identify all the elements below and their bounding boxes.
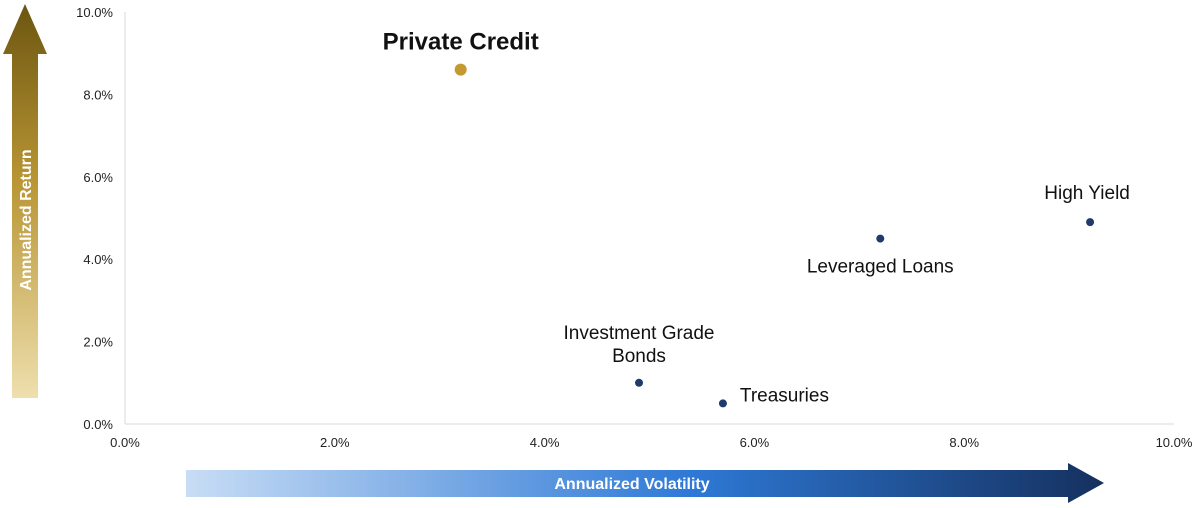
x-tick-label: 8.0% [949, 435, 979, 450]
y-axis-arrow-shape [3, 4, 47, 398]
y-axis-arrow: Annualized Return [3, 4, 47, 398]
y-axis-label: Annualized Return [18, 149, 35, 290]
point-treasuries [718, 399, 727, 408]
x-tick-labels: 0.0% 2.0% 4.0% 6.0% 8.0% 10.0% [110, 435, 1193, 450]
x-tick-label: 0.0% [110, 435, 140, 450]
point-high-yield [1086, 218, 1095, 227]
y-tick-label: 10.0% [76, 5, 113, 20]
y-tick-label: 6.0% [83, 170, 113, 185]
point-label-private-credit: Private Credit [383, 29, 539, 56]
x-tick-label: 2.0% [320, 435, 350, 450]
point-label-high-yield: High Yield [1044, 183, 1130, 204]
point-label-leveraged-loans: Leveraged Loans [807, 257, 954, 278]
y-tick-labels: 0.0% 2.0% 4.0% 6.0% 8.0% 10.0% [76, 5, 113, 432]
point-label-investment-grade-bonds: Investment Grade Bonds [563, 323, 714, 367]
point-private-credit [454, 63, 467, 76]
y-tick-label: 0.0% [83, 417, 113, 432]
data-points: Private Credit Investment Grade Bonds Treas… [383, 29, 1130, 408]
x-axis-arrow: Annualized Volatility [186, 463, 1104, 503]
point-label-treasuries: Treasuries [740, 385, 829, 406]
x-tick-label: 4.0% [530, 435, 560, 450]
y-tick-label: 4.0% [83, 252, 113, 267]
x-axis-arrow-shape [186, 463, 1104, 503]
point-leveraged-loans [876, 234, 885, 243]
x-tick-label: 10.0% [1156, 435, 1193, 450]
x-axis-label: Annualized Volatility [554, 476, 709, 493]
point-investment-grade-bonds [635, 378, 644, 387]
y-tick-label: 2.0% [83, 335, 113, 350]
y-tick-label: 8.0% [83, 87, 113, 102]
x-tick-label: 6.0% [740, 435, 770, 450]
